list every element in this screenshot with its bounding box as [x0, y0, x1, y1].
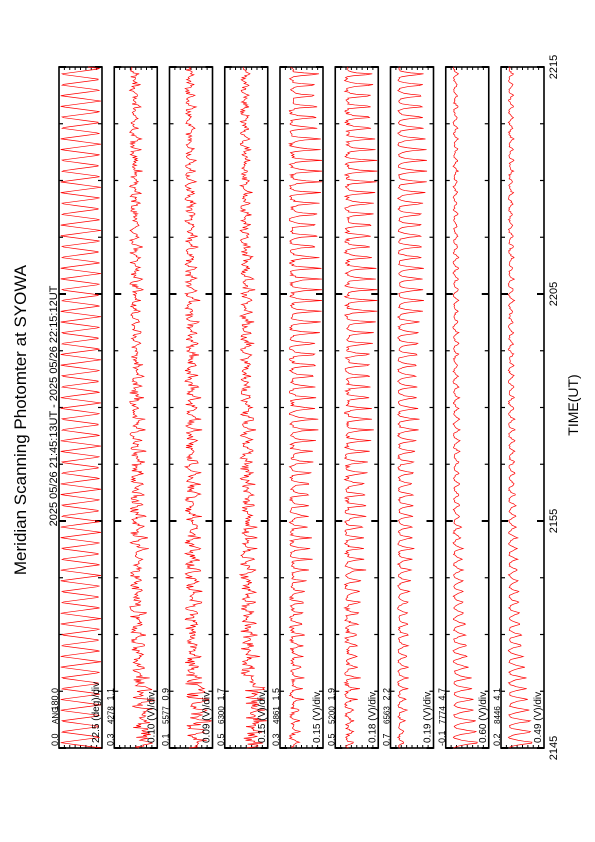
panel-7: 0.19 (V)/div 0.7 6563 2.2 — [382, 66, 435, 749]
x-axis-label: TIME(UT) — [565, 374, 581, 435]
chart-title: Meridian Scanning Photomter at SYOWA — [11, 264, 30, 575]
data-trace — [288, 66, 323, 749]
channel-label: 8446 — [493, 706, 502, 724]
y-min-label: 0.7 — [382, 733, 392, 746]
channel-label: 7774 — [438, 706, 447, 724]
panel-9: 0.49 (V)/div 0.2 8446 4.1 — [492, 66, 545, 749]
panel-5: 0.15 (V)/div 0.3 4861 1.5 — [271, 66, 324, 749]
data-trace — [60, 66, 102, 749]
scale-label: 22.5 (deg)/div — [91, 682, 102, 743]
x-tick-label: 2155 — [548, 509, 560, 533]
channel-label: 4861 — [272, 706, 281, 724]
y-max-label: 180.0 — [50, 688, 60, 711]
data-trace — [183, 66, 212, 749]
panel-3: 0.09 (V)/div 0.1 5577 0.9 — [161, 66, 214, 749]
y-max-label: 1.1 — [105, 688, 115, 701]
data-trace — [128, 66, 156, 749]
data-trace — [238, 66, 267, 749]
y-min-label: -0.1 — [437, 730, 447, 746]
channel-label: 6563 — [383, 706, 392, 724]
x-tick-label: 2205 — [548, 282, 560, 306]
panel-8: 0.60 (V)/div -0.1 7774 4.7 — [437, 66, 490, 749]
x-tick-labels: 2145 2155 2205 2215 — [548, 55, 560, 760]
y-max-label: 1.7 — [216, 688, 226, 701]
data-trace — [452, 66, 478, 749]
panel-frame — [223, 66, 269, 749]
y-max-label: 0.9 — [161, 688, 171, 701]
channel-label: 4278 — [106, 706, 115, 724]
channel-label: 5200 — [327, 706, 336, 724]
x-tick-label: 2145 — [548, 736, 560, 760]
scale-label: 0.60 (V)/div — [478, 692, 489, 743]
panel-2: 0.10 (V)/div 0.3 4278 1.1 — [105, 66, 159, 749]
time-range-label: 2025 05/26 21:45:13UT - 2025 05/26 22:15… — [48, 285, 60, 526]
scale-label: 0.15 (V)/div — [257, 692, 268, 743]
y-max-label: 1.9 — [326, 688, 336, 701]
y-min-label: 0.1 — [161, 733, 171, 746]
channel-label: ANG — [51, 707, 60, 724]
scale-label: 0.15 (V)/div — [312, 692, 323, 743]
x-tick-label: 2215 — [548, 55, 560, 79]
panel-frame — [444, 66, 490, 749]
scale-label: 0.19 (V)/div — [423, 692, 434, 743]
data-trace — [507, 66, 533, 749]
y-min-label: 0.5 — [326, 733, 336, 746]
y-min-label: 0.3 — [271, 733, 281, 746]
y-min-label: 0.5 — [216, 733, 226, 746]
y-min-label: 0.2 — [492, 733, 502, 746]
panel-frame — [113, 66, 159, 749]
y-max-label: 1.5 — [271, 688, 281, 701]
panel-6: 0.18 (V)/div 0.5 5200 1.9 — [326, 66, 380, 749]
panel-4: 0.15 (V)/div 0.5 6300 1.7 — [216, 66, 269, 749]
channel-label: 5577 — [162, 706, 171, 724]
scale-label: 0.09 (V)/div — [202, 692, 213, 743]
scale-label: 0.49 (V)/div — [533, 692, 544, 743]
data-trace — [396, 66, 428, 749]
y-max-label: 2.2 — [382, 688, 392, 701]
data-trace — [343, 66, 378, 749]
channel-label: 6300 — [217, 706, 226, 724]
panel-frame — [500, 66, 545, 749]
y-max-label: 4.7 — [437, 688, 447, 701]
scale-label: 0.10 (V)/div — [146, 692, 157, 743]
y-min-label: 0.3 — [105, 733, 115, 746]
y-max-label: 4.1 — [492, 688, 502, 701]
y-min-label: 0.0 — [50, 733, 60, 746]
scale-label: 0.18 (V)/div — [367, 692, 378, 743]
